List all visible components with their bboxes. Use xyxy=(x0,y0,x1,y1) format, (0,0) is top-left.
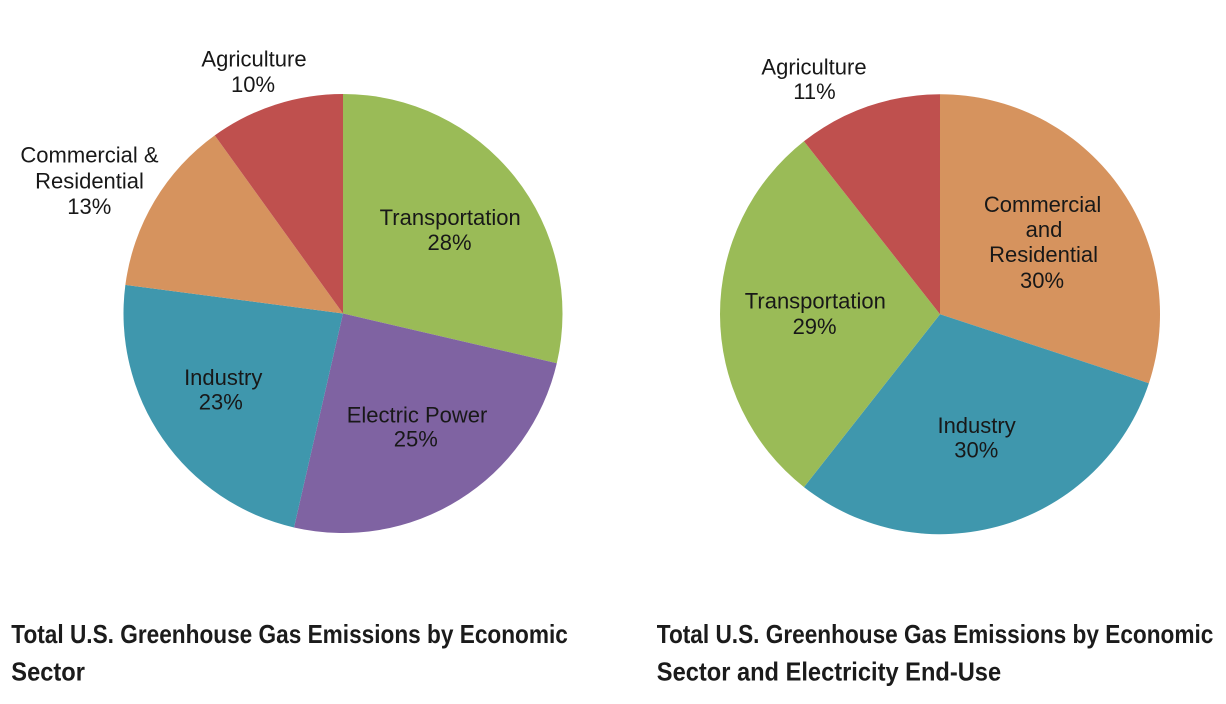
svg-text:Transportation: Transportation xyxy=(380,205,521,230)
svg-text:28%: 28% xyxy=(427,230,471,255)
svg-text:Industry: Industry xyxy=(937,413,1015,438)
svg-text:Sector: Sector xyxy=(11,659,85,687)
svg-text:25%: 25% xyxy=(394,426,438,451)
svg-text:Residential: Residential xyxy=(989,242,1098,267)
svg-text:30%: 30% xyxy=(1020,268,1064,293)
svg-text:30%: 30% xyxy=(954,438,998,463)
svg-text:Commercial &: Commercial & xyxy=(20,143,158,168)
svg-text:Electric Power: Electric Power xyxy=(347,402,488,427)
svg-text:Total U.S. Greenhouse Gas Emis: Total U.S. Greenhouse Gas Emissions by E… xyxy=(657,621,1214,650)
svg-text:Agriculture: Agriculture xyxy=(201,47,306,72)
svg-text:13%: 13% xyxy=(67,194,111,219)
svg-text:Industry: Industry xyxy=(184,365,262,390)
svg-text:23%: 23% xyxy=(199,390,243,415)
svg-text:Agriculture: Agriculture xyxy=(761,54,866,79)
svg-text:Commercial: Commercial xyxy=(984,192,1101,217)
svg-text:10%: 10% xyxy=(231,72,275,97)
svg-text:Sector and Electricity End-Use: Sector and Electricity End-Use xyxy=(657,659,1001,687)
svg-text:Total U.S. Greenhouse Gas Emis: Total U.S. Greenhouse Gas Emissions by E… xyxy=(11,621,568,650)
svg-text:and: and xyxy=(1026,217,1063,242)
svg-text:Transportation: Transportation xyxy=(745,288,886,313)
svg-text:29%: 29% xyxy=(793,314,837,339)
svg-text:Residential: Residential xyxy=(35,168,144,193)
svg-text:11%: 11% xyxy=(793,79,835,104)
